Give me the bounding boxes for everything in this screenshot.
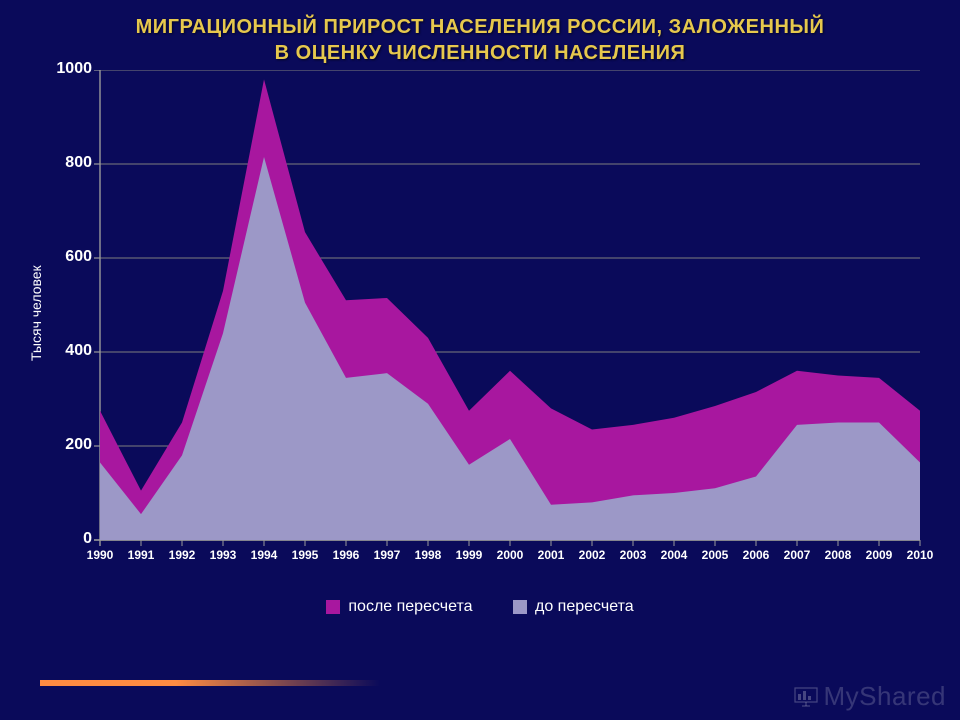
footer-accent-line bbox=[40, 680, 380, 686]
legend-swatch-after bbox=[326, 600, 340, 614]
legend-item-before: до пересчета bbox=[513, 598, 634, 616]
legend-label-after: после пересчета bbox=[348, 598, 472, 616]
title-line2: В ОЦЕНКУ ЧИСЛЕННОСТИ НАСЕЛЕНИЯ bbox=[275, 42, 686, 64]
watermark-text: MyShared bbox=[824, 681, 947, 712]
presentation-icon bbox=[794, 687, 818, 707]
legend-label-before: до пересчета bbox=[535, 598, 634, 616]
chart-title: МИГРАЦИОННЫЙ ПРИРОСТ НАСЕЛЕНИЯ РОССИИ, З… bbox=[0, 0, 960, 70]
chart-svg bbox=[10, 70, 950, 570]
title-line1: МИГРАЦИОННЫЙ ПРИРОСТ НАСЕЛЕНИЯ РОССИИ, З… bbox=[136, 16, 825, 38]
legend: после пересчета до пересчета bbox=[0, 598, 960, 619]
watermark: MyShared bbox=[794, 681, 947, 712]
y-axis-title: Тысяч человек bbox=[28, 266, 44, 362]
area-series-1 bbox=[100, 157, 920, 540]
chart-area: 0200400600800100019901991199219931994199… bbox=[10, 70, 950, 590]
legend-swatch-before bbox=[513, 600, 527, 614]
legend-item-after: после пересчета bbox=[326, 598, 472, 616]
